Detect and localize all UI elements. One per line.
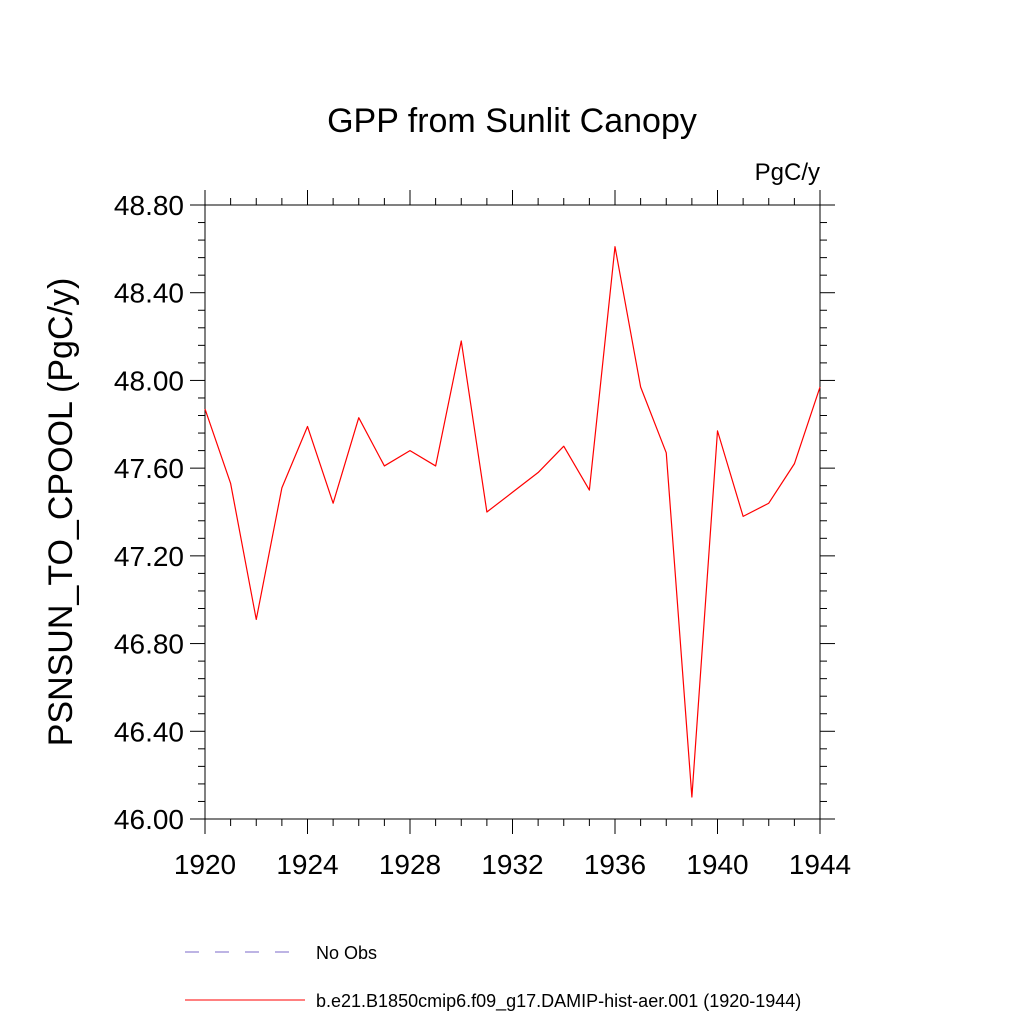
x-tick-label: 1940 bbox=[686, 849, 748, 880]
y-tick-label: 46.40 bbox=[114, 716, 184, 747]
y-tick-label: 46.00 bbox=[114, 804, 184, 835]
plot-frame bbox=[204, 204, 821, 820]
x-tick-label: 1932 bbox=[481, 849, 543, 880]
chart-title: GPP from Sunlit Canopy bbox=[327, 102, 697, 140]
axes: 1920 1924 1928 1932 1936 1940 1944 46.00 46.40 46… bbox=[114, 190, 851, 880]
units-label: PgC/y bbox=[755, 159, 820, 186]
legend: No Obs b.e21.B1850cmip6.f09_g17.DAMIP-his… bbox=[185, 943, 801, 1012]
y-tick-label: 46.80 bbox=[114, 629, 184, 660]
y-tick-label: 48.80 bbox=[114, 190, 184, 221]
x-tick-label: 1924 bbox=[276, 849, 338, 880]
y-tick-label: 47.20 bbox=[114, 541, 184, 572]
x-tick-label: 1944 bbox=[789, 849, 851, 880]
y-tick-label: 48.00 bbox=[114, 365, 184, 396]
x-tick-label: 1928 bbox=[379, 849, 441, 880]
legend-label-0: No Obs bbox=[316, 943, 377, 963]
legend-label-1: b.e21.B1850cmip6.f09_g17.DAMIP-hist-aer.… bbox=[316, 991, 801, 1012]
y-tick-label: 47.60 bbox=[114, 453, 184, 484]
series-layer bbox=[204, 246, 821, 798]
x-tick-label: 1936 bbox=[584, 849, 646, 880]
series-line-1 bbox=[204, 246, 821, 798]
y-axis-label: PSNSUN_TO_CPOOL (PgC/y) bbox=[42, 278, 80, 747]
y-tick-label: 48.40 bbox=[114, 278, 184, 309]
x-tick-label: 1920 bbox=[174, 849, 236, 880]
